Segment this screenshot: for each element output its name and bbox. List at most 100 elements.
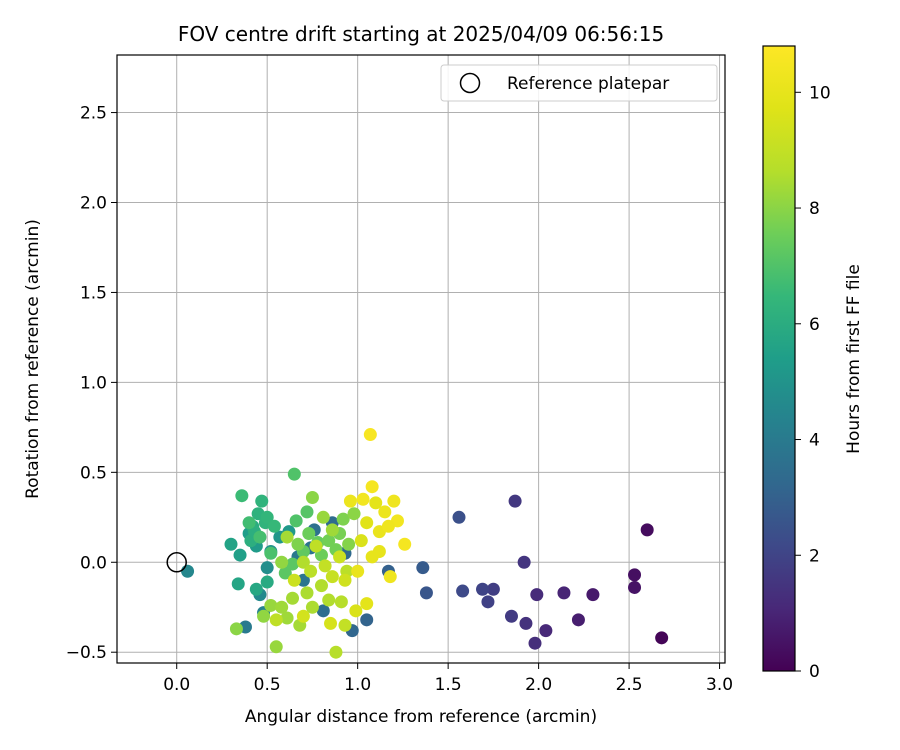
scatter-point: [325, 523, 339, 537]
legend: Reference platepar: [440, 64, 718, 102]
scatter-point: [360, 613, 374, 627]
y-tick-label: 2.5: [80, 104, 107, 124]
scatter-point: [360, 516, 374, 530]
y-tick-label: 1.0: [80, 373, 107, 393]
y-tick-label: 1.5: [80, 283, 107, 303]
scatter-point: [264, 598, 278, 612]
scatter-point: [363, 428, 377, 442]
scatter-point: [334, 595, 348, 609]
scatter-point: [378, 505, 392, 519]
scatter-point: [280, 530, 294, 544]
scatter-point: [324, 616, 338, 630]
scatter-point: [349, 604, 363, 618]
scatter-point: [381, 519, 395, 533]
scatter-point: [269, 640, 283, 654]
scatter-point: [398, 537, 412, 551]
scatter-point: [242, 516, 256, 530]
scatter-point: [383, 570, 397, 584]
scatter-point: [528, 636, 542, 650]
scatter-point: [275, 600, 289, 614]
scatter-point: [287, 467, 301, 481]
plot-frame: [116, 54, 726, 664]
scatter-point: [300, 586, 314, 600]
scatter-point: [419, 586, 433, 600]
colorbar-tick-label: 2: [809, 546, 820, 566]
x-tick-label: 2.0: [525, 675, 552, 695]
y-tick-label: 0.5: [80, 463, 107, 483]
scatter-point: [257, 609, 271, 623]
y-axis-ticks: −0.5 0.0 0.5 1.0 1.5 2.0 2.5: [66, 104, 117, 663]
scatter-point: [275, 555, 289, 569]
colorbar-tick-label: 6: [809, 315, 820, 335]
scatter-point: [229, 622, 243, 636]
scatter-point: [302, 526, 316, 540]
x-tick-label: 1.0: [344, 675, 371, 695]
scatter-point: [249, 582, 263, 596]
scatter-point: [325, 570, 339, 584]
scatter-point: [628, 568, 642, 582]
grid-lines: [117, 55, 725, 663]
scatter-point: [333, 550, 347, 564]
chart-title: FOV centre drift starting at 2025/04/09 …: [178, 22, 664, 46]
scatter-point: [260, 561, 274, 575]
scatter-point: [387, 494, 401, 508]
scatter-point: [586, 588, 600, 602]
scatter-point: [452, 510, 466, 524]
scatter-point: [416, 561, 430, 575]
scatter-point: [508, 494, 522, 508]
colorbar-tick-label: 8: [809, 199, 820, 219]
scatter-point: [342, 537, 356, 551]
scatter-point: [530, 588, 544, 602]
scatter-point: [314, 579, 328, 593]
scatter-point: [329, 645, 343, 659]
x-tick-label: 0.5: [254, 675, 281, 695]
scatter-point: [269, 613, 283, 627]
scatter-point: [318, 559, 332, 573]
scatter-point: [354, 534, 368, 548]
scatter-point: [231, 577, 245, 591]
y-tick-label: 0.0: [80, 553, 107, 573]
scatter-points: [181, 428, 669, 659]
x-tick-label: 2.5: [616, 675, 643, 695]
scatter-point: [264, 546, 278, 560]
scatter-point: [343, 494, 357, 508]
reference-platepar-marker: [166, 552, 187, 573]
legend-open-circle-marker: [459, 72, 481, 94]
colorbar-ticks: 0 2 4 6 8 10: [795, 83, 831, 682]
scatter-point: [304, 564, 318, 578]
scatter-point: [286, 591, 300, 605]
colorbar-tick-label: 4: [809, 431, 820, 451]
scatter-point: [181, 564, 195, 578]
scatter-point: [322, 593, 336, 607]
scatter-point: [336, 512, 350, 526]
scatter-point: [289, 514, 303, 528]
scatter-point: [296, 609, 310, 623]
scatter-point: [260, 575, 274, 589]
x-tick-label: 1.5: [435, 675, 462, 695]
scatter-point: [253, 530, 267, 544]
scatter-point: [233, 548, 247, 562]
x-tick-label: 3.0: [706, 675, 733, 695]
scatter-point: [235, 489, 249, 503]
scatter-point: [476, 582, 490, 596]
scatter-point: [481, 595, 495, 609]
scatter-point: [305, 491, 319, 505]
scatter-point: [296, 555, 310, 569]
scatter-point: [571, 613, 585, 627]
legend-label: Reference platepar: [507, 74, 669, 94]
y-tick-label: 2.0: [80, 194, 107, 214]
scatter-point: [517, 555, 531, 569]
colorbar: [762, 45, 796, 672]
scatter-point: [519, 616, 533, 630]
scatter-point: [338, 573, 352, 587]
scatter-point: [291, 537, 305, 551]
y-tick-label: −0.5: [66, 643, 107, 663]
scatter-point: [456, 584, 470, 598]
scatter-point: [224, 537, 238, 551]
scatter-point: [372, 544, 386, 558]
scatter-point: [356, 492, 370, 506]
scatter-point: [338, 618, 352, 632]
x-tick-label: 0.0: [163, 675, 190, 695]
